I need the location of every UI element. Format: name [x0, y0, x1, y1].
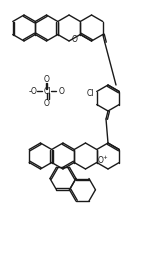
- Text: Cl: Cl: [87, 89, 94, 98]
- Text: O: O: [59, 86, 65, 95]
- Text: O: O: [44, 99, 50, 107]
- Text: -O: -O: [29, 86, 37, 95]
- Text: O: O: [98, 156, 104, 165]
- Text: O: O: [44, 75, 50, 84]
- Text: O: O: [72, 35, 77, 44]
- Text: +: +: [102, 155, 107, 160]
- Text: Cl: Cl: [43, 86, 51, 95]
